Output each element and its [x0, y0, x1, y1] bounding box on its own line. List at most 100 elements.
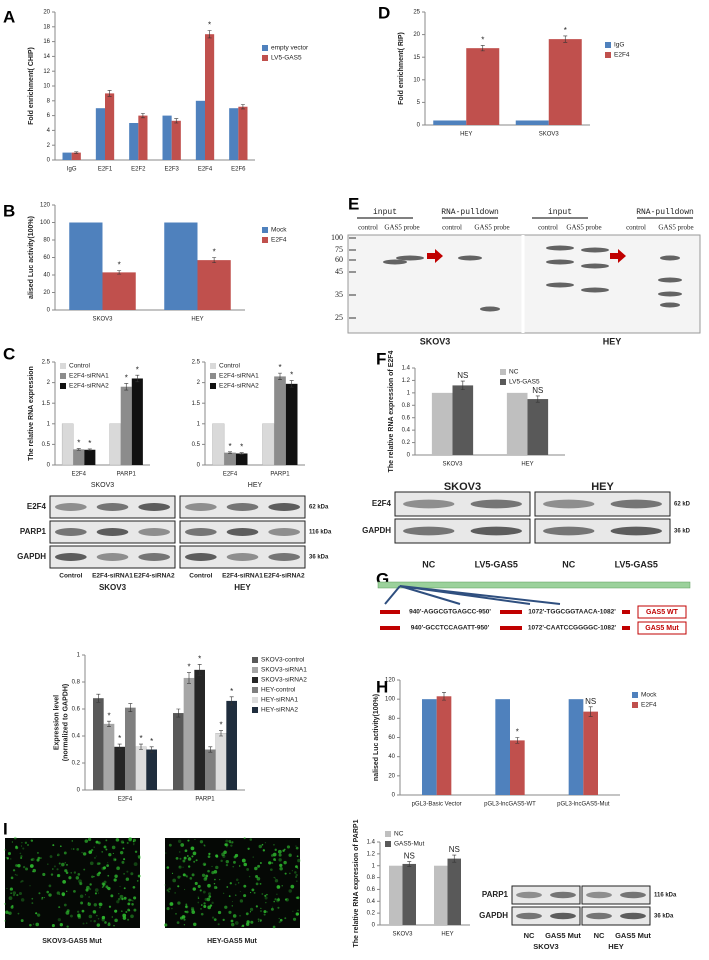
fluorescence-speck: [96, 862, 100, 866]
fluorescence-speck: [185, 874, 188, 878]
fluorescence-speck: [169, 902, 174, 906]
fluorescence-speck: [264, 842, 266, 844]
sequence-bar: [380, 626, 630, 630]
fluorescence-speck: [215, 865, 219, 870]
error-bar: [128, 703, 133, 712]
fluorescence-speck: [203, 902, 206, 905]
bar: [164, 222, 198, 310]
y-tick-label: 6: [47, 113, 51, 119]
blot-band: [660, 302, 680, 308]
bar: [433, 120, 467, 125]
fluorescence-speck: [61, 892, 66, 896]
legend-label: IgG: [614, 42, 624, 49]
fluorescence-speck: [217, 923, 220, 926]
significance-label: *: [139, 734, 142, 743]
y-tick-label: 0.4: [367, 899, 376, 905]
fluorescence-speck: [176, 921, 180, 924]
bar: [583, 711, 598, 795]
y-tick-label: 0.2: [72, 761, 81, 767]
fluorescence-speck: [246, 868, 250, 871]
fluorescence-speck: [77, 873, 81, 876]
blot-band: [516, 891, 542, 899]
legend-swatch: [605, 52, 611, 58]
fluorescence-speck: [270, 907, 274, 911]
fluorescence-speck: [257, 864, 261, 868]
error-bar: [208, 746, 213, 753]
fluorescence-speck: [70, 872, 72, 874]
fluorescence-speck: [180, 875, 182, 877]
fluorescence-speck: [260, 907, 262, 909]
fluorescence-speck: [233, 860, 236, 864]
blot-band: [516, 912, 542, 920]
fluorescence-speck: [90, 920, 92, 922]
fluorescence-speck: [123, 896, 127, 900]
fluorescence-speck: [282, 849, 285, 852]
significance-label: *: [198, 655, 201, 664]
fluorescence-speck: [19, 852, 22, 855]
fluorescence-speck: [13, 836, 17, 840]
fluorescence-speck: [7, 851, 12, 856]
fluorescence-speck: [278, 921, 281, 924]
panel-label: A: [3, 7, 15, 26]
fluorescence-speck: [263, 913, 266, 916]
fluorescence-speck: [225, 859, 229, 864]
blot-band: [546, 282, 574, 288]
bar: [73, 449, 85, 465]
fluorescence-speck: [183, 856, 187, 860]
fluorescence-speck: [243, 862, 247, 867]
fluorescence-speck: [82, 852, 87, 856]
lane-label: LV5-GAS5: [475, 559, 518, 569]
cell-label: HEY: [603, 336, 622, 346]
fluorescence-speck: [121, 897, 124, 901]
fluorescence-speck: [5, 910, 9, 915]
y-tick-label: 0.5: [42, 442, 51, 448]
fluorescence-speck: [183, 924, 186, 926]
fluorescence-speck: [226, 886, 229, 888]
error-bar: [442, 692, 446, 701]
fluorescence-speck: [105, 848, 108, 851]
error-bar: [460, 380, 465, 391]
error-bar: [176, 708, 181, 718]
blot-band: [470, 526, 522, 536]
fluorescence-speck: [206, 897, 211, 902]
fluorescence-speck: [243, 894, 247, 898]
legend-swatch: [252, 697, 258, 703]
fluorescence-speck: [27, 844, 29, 846]
fluorescence-speck: [122, 913, 127, 918]
row-label: GAPDH: [17, 552, 46, 561]
fluorescence-speck: [239, 890, 241, 893]
fluorescence-speck: [229, 841, 231, 844]
gene-track: [377, 581, 691, 589]
fluorescence-speck: [96, 923, 101, 927]
x-tick-label: SKOV3: [392, 932, 413, 938]
image-caption: HEY-GAS5 Mut: [207, 938, 257, 945]
legend-swatch: [632, 702, 638, 708]
fluorescence-speck: [284, 898, 287, 901]
bar: [84, 449, 96, 465]
y-axis-label: (normalized to GAPDH): [62, 684, 69, 761]
fluorescence-speck: [123, 887, 126, 890]
blot-band: [581, 247, 609, 253]
fluorescence-speck: [10, 892, 12, 895]
x-axis-label: HEY: [248, 482, 263, 489]
y-tick-label: 0: [197, 463, 201, 469]
fluorescence-speck: [20, 881, 22, 883]
error-bar: [117, 743, 122, 750]
fluorescence-speck: [130, 872, 134, 876]
legend-swatch: [385, 841, 391, 847]
fluorescence-speck: [10, 876, 14, 880]
cell-label: SKOV3: [99, 583, 127, 592]
bar: [95, 108, 105, 160]
fluorescence-speck: [296, 855, 299, 858]
legend-label: E2F4-siRNA2: [219, 383, 259, 390]
bar: [131, 378, 143, 465]
lane-label: LV5-GAS5: [615, 559, 658, 569]
fluorescence-speck: [81, 909, 85, 913]
fluorescence-speck: [98, 902, 102, 906]
fluorescence-speck: [213, 918, 217, 922]
fluorescence-speck: [274, 898, 277, 901]
error-bar: [229, 696, 234, 706]
fluorescence-speck: [291, 870, 293, 872]
fluorescence-speck: [195, 859, 198, 862]
lane-label: GAS5 probe: [384, 224, 419, 232]
